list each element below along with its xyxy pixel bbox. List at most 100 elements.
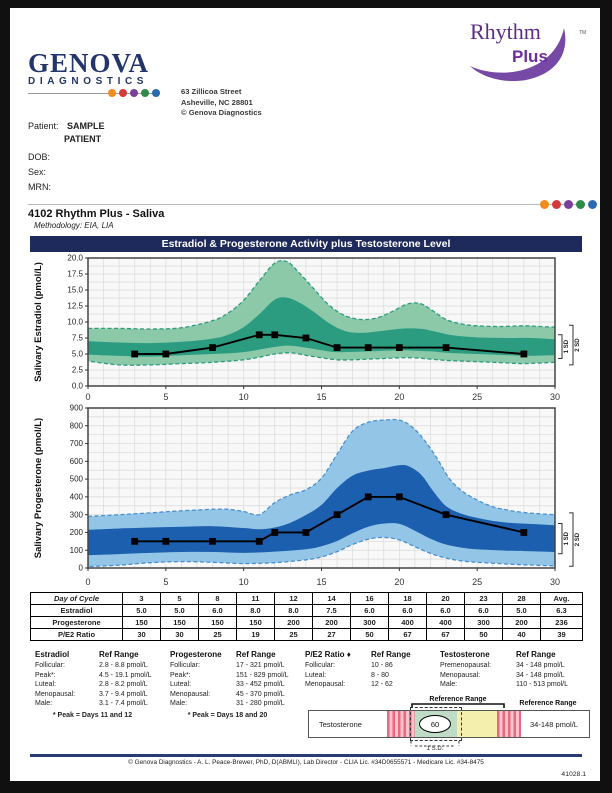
cell-value: 6.0	[426, 604, 465, 617]
reference-range-bracket	[411, 703, 505, 708]
ref-row-label: Menopausal:	[440, 671, 481, 679]
svg-text:20: 20	[394, 392, 404, 402]
cell-value: 50	[350, 628, 389, 641]
ref-row-label: Menopausal:	[170, 690, 211, 698]
cell-value: 16	[350, 592, 389, 605]
ref-range-row: Follicular: 10 - 86	[305, 661, 440, 671]
ref-range-row: Male: 3.1 - 7.4 pmol/L	[35, 699, 170, 709]
row-label: Day of Cycle	[30, 592, 123, 605]
cycle-table-row: Progesterone 150 150 150 150 200 200 300 400 400 3…	[30, 616, 583, 629]
gauge-result-value: 60	[430, 719, 440, 729]
brand-dot	[540, 200, 549, 209]
svg-text:0: 0	[85, 392, 90, 402]
cell-value: 5.0	[122, 604, 161, 617]
divider-dots	[540, 200, 597, 209]
rhythm-plus-logo: Rhythm Plus TM	[470, 19, 586, 82]
ref-row-value: 31 - 280 pmol/L	[236, 700, 285, 708]
patient-row: Patient: SAMPLE	[28, 121, 105, 131]
sd-bracket-label: 1 SD	[564, 339, 570, 353]
gauge-right-value: 34-148 pmol/L	[530, 720, 578, 729]
ref-row-label: Follicular:	[35, 662, 65, 669]
cell-value: 25	[198, 628, 237, 641]
rhythm-swoosh	[470, 28, 566, 82]
cell-value: 200	[274, 616, 313, 629]
svg-text:200: 200	[70, 528, 84, 537]
ref-analyte: Testosterone	[440, 650, 490, 659]
cell-value: 18	[388, 592, 427, 605]
ref-row-label: Male:	[440, 681, 458, 689]
ref-row-value: 151 - 829 pmol/L	[236, 671, 289, 679]
cell-value: 150	[160, 616, 199, 629]
svg-text:0: 0	[79, 564, 84, 573]
address-line-3: © Genova Diagnostics	[181, 108, 262, 117]
ref-row-label: Peak*:	[35, 671, 56, 679]
section-title: 4102 Rhythm Plus - Saliva	[28, 208, 165, 220]
ref-row-label: Follicular:	[170, 662, 200, 669]
ref-row-label: Follicular:	[305, 662, 335, 669]
sd-bracket-label: 1 SD	[564, 531, 570, 545]
plus-text: Plus	[512, 47, 548, 66]
ref-row-label: Peak*:	[170, 671, 191, 679]
cell-value: 150	[198, 616, 237, 629]
svg-text:25: 25	[472, 392, 482, 402]
cell-value: 30	[122, 628, 161, 641]
ref-row-label: Luteal:	[35, 681, 57, 689]
cell-value: 14	[312, 592, 351, 605]
cycle-table: Day of Cycle 3 5 8 11 12 14 16 18 20 23 28 Avg. Estra…	[30, 592, 583, 641]
ref-range-row: Luteal: 33 - 452 pmol/L	[170, 680, 305, 690]
cell-value: 6.0	[464, 604, 503, 617]
ref-row-value: 34 - 148 pmol/L	[516, 671, 565, 679]
cell-value: 11	[236, 592, 275, 605]
ref-range-row: Luteal: 2.8 - 8.2 pmol/L	[35, 680, 170, 690]
cell-value: 7.5	[312, 604, 351, 617]
brand-dot	[108, 89, 116, 97]
section-divider	[28, 204, 584, 205]
cell-value: 23	[464, 592, 503, 605]
trademark-symbol: TM	[579, 30, 586, 36]
svg-text:12.5: 12.5	[67, 302, 83, 311]
ref-range-row: Menopausal: 12 - 62	[305, 680, 440, 690]
cell-value: 67	[426, 628, 465, 641]
svg-text:20: 20	[394, 577, 404, 587]
svg-text:10.0: 10.0	[67, 318, 83, 327]
footer-text: © Genova Diagnostics - A. L. Peace-Brewe…	[128, 759, 484, 766]
gauge-right-header: Reference Range	[519, 700, 577, 707]
ref-range-row: Follicular: 17 - 321 pmol/L	[170, 661, 305, 671]
brand-dot	[119, 89, 127, 97]
svg-text:15: 15	[316, 577, 326, 587]
sd-bracket-label: 2 SD	[575, 532, 581, 546]
page-frame-bottom	[0, 781, 612, 793]
cell-value: 3	[122, 592, 161, 605]
gauge-reference-label: Reference Range	[429, 696, 487, 703]
svg-text:100: 100	[70, 546, 84, 555]
ref-range-group-p-e2-ratio: P/E2 Ratio ♦ Ref Range Follicular: 10 - 86 L…	[305, 650, 440, 719]
page-frame-top	[0, 0, 612, 8]
svg-text:0: 0	[85, 577, 90, 587]
genova-logo-dots	[108, 89, 160, 97]
ref-row-value: 2.8 - 8.8 pmol/L	[99, 662, 148, 669]
chart-banner-title: Estradiol & Progesterone Activity plus T…	[161, 238, 451, 250]
ref-range-group-progesterone: Progesterone Ref Range Follicular: 17 - 321…	[170, 650, 305, 719]
mrn-row: MRN:	[28, 182, 51, 192]
sex-label: Sex:	[28, 167, 47, 177]
ref-range-header: Ref Range	[236, 650, 276, 659]
dob-row: DOB:	[28, 152, 50, 162]
svg-text:5.0: 5.0	[72, 350, 84, 359]
genova-logo-text: GENOVA	[28, 48, 150, 78]
cell-value: 300	[350, 616, 389, 629]
salivary-estradiol-svg: 0.0 2.5 5.0 7.5 10.0 12.5 15.0 17.5 20.0 0 5 10 15 20…	[33, 254, 581, 402]
page-frame-right	[600, 0, 612, 793]
cell-value: 6.0	[198, 604, 237, 617]
gauge-sd-label: 1 S.D.	[426, 746, 444, 752]
sd-bracket	[410, 741, 460, 747]
page-frame-left	[0, 0, 10, 793]
svg-text:0.0: 0.0	[72, 382, 84, 391]
patient-name-line2: PATIENT	[64, 134, 102, 144]
gauge-borderline-zone	[457, 711, 497, 737]
svg-text:500: 500	[70, 475, 84, 484]
svg-text:5: 5	[163, 577, 168, 587]
cell-value: 30	[160, 628, 199, 641]
genova-logo-subtext: DIAGNOSTICS	[28, 76, 149, 87]
ref-row-value: 33 - 452 pmol/L	[236, 681, 285, 689]
ref-footnote: * Peak = Days 18 and 20	[187, 711, 268, 719]
